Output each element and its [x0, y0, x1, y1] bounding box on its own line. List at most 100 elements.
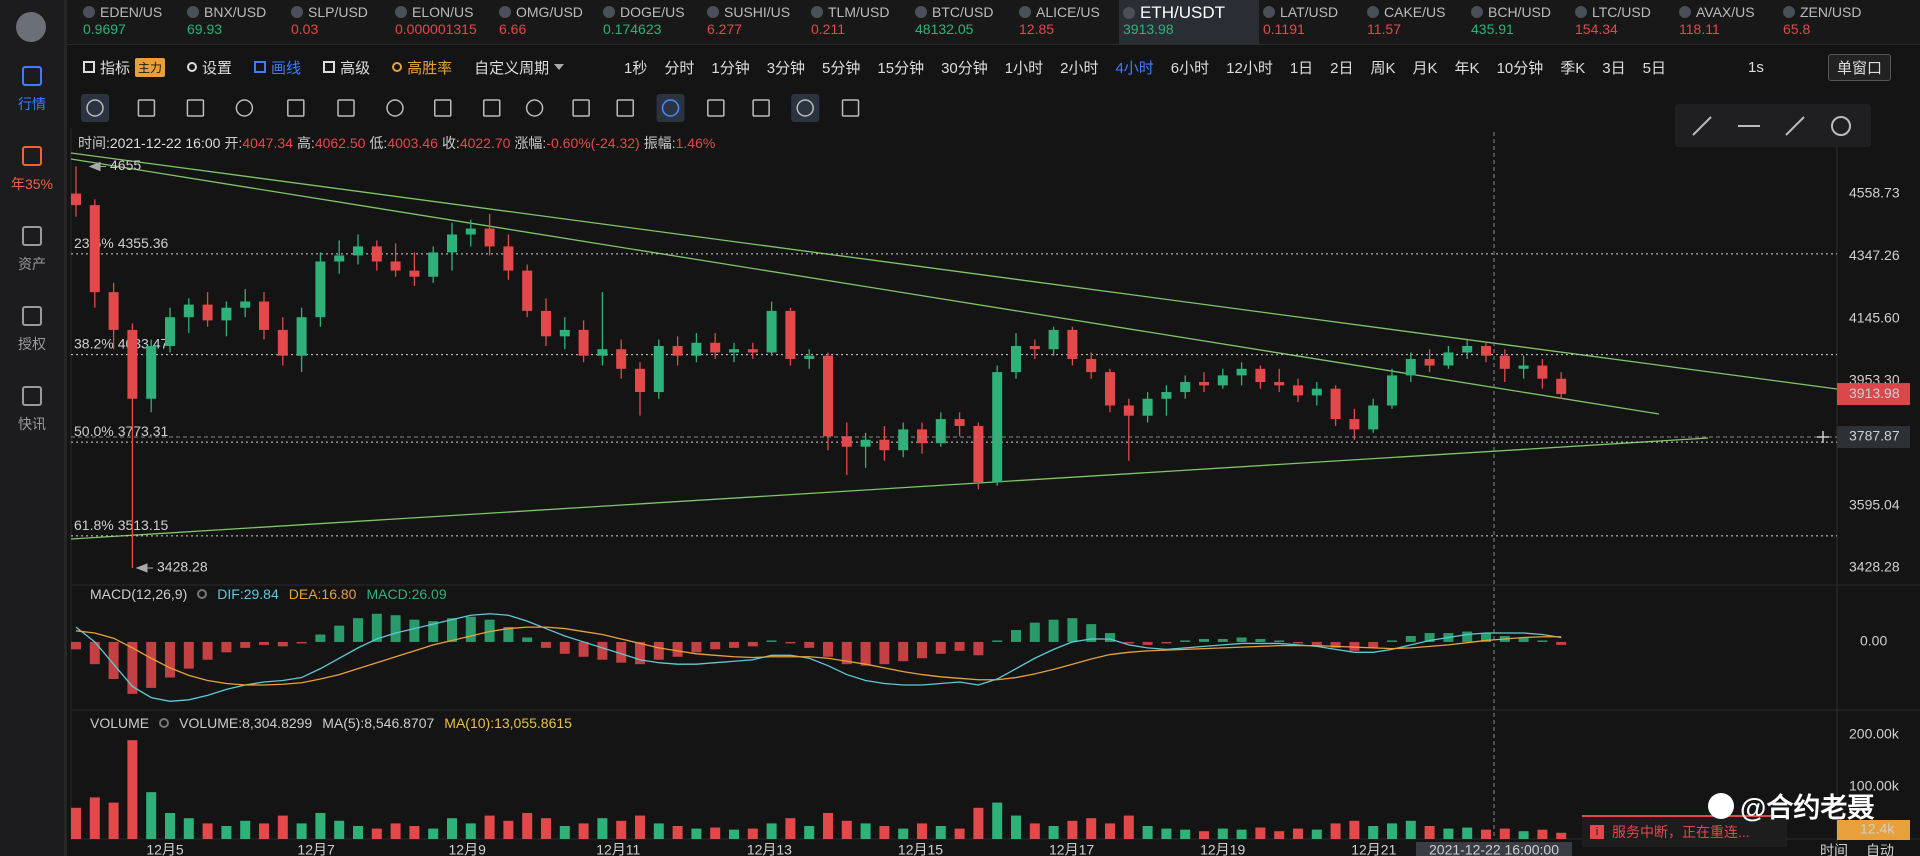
- tool-icon[interactable]: [287, 99, 305, 117]
- ticker-item[interactable]: ZEN/USD 65.8: [1779, 0, 1883, 44]
- period-btn[interactable]: 1分钟: [711, 59, 750, 77]
- period-btn[interactable]: 月K: [1412, 59, 1438, 77]
- logo: [16, 12, 46, 42]
- period-btn[interactable]: 12小时: [1226, 59, 1273, 77]
- period-btn[interactable]: 15分钟: [877, 59, 925, 77]
- tool-icon[interactable]: [386, 99, 404, 117]
- icon[interactable]: [159, 718, 170, 728]
- period-btn[interactable]: 3分钟: [766, 59, 806, 77]
- icon[interactable]: [197, 589, 208, 599]
- side-item[interactable]: 快讯: [0, 386, 64, 434]
- macd-title: MACD(12,26,9): [90, 586, 188, 602]
- tool-icon[interactable]: [525, 99, 544, 117]
- tool-icon[interactable]: [86, 99, 104, 117]
- side-item[interactable]: 资产: [0, 226, 64, 274]
- period-btn[interactable]: 4小时: [1115, 59, 1154, 77]
- custom-period-btn[interactable]: 自定义周期: [474, 57, 565, 78]
- ticker-name-row: AVAX/US: [1679, 4, 1779, 21]
- volume-bar: [71, 807, 81, 839]
- ticker-name: TLM/USD: [828, 4, 890, 20]
- period-btn[interactable]: 2小时: [1060, 59, 1099, 77]
- ticker-item[interactable]: AVAX/US 118.11: [1675, 0, 1779, 44]
- tool-icon[interactable]: [796, 99, 814, 117]
- candle-body: [823, 355, 833, 437]
- volume-label: VOLUME:8,304.8299: [179, 715, 313, 731]
- candle-body: [240, 301, 251, 308]
- ticker-item[interactable]: SLP/USD 0.03: [287, 0, 391, 44]
- period-btn[interactable]: 1小时: [1004, 59, 1044, 77]
- side-item[interactable]: 行情: [0, 66, 64, 114]
- period-btn[interactable]: 1日: [1289, 59, 1314, 77]
- side-item[interactable]: 授权: [0, 306, 64, 354]
- popup-icon[interactable]: [1831, 116, 1851, 136]
- tool-icon[interactable]: [841, 99, 860, 117]
- volume-bar: [503, 820, 514, 839]
- tool-icon[interactable]: [186, 99, 205, 117]
- volume-bar: [202, 823, 213, 839]
- tool-icon[interactable]: [337, 99, 355, 117]
- side-icon: [22, 306, 42, 326]
- tool-icon[interactable]: [482, 99, 501, 117]
- draw-btn[interactable]: 画线: [254, 57, 301, 78]
- label: 高级: [340, 59, 371, 77]
- ticker-item[interactable]: ETH/USDT 3913.98: [1119, 0, 1259, 44]
- ticker-item[interactable]: ALICE/US 12.85: [1015, 0, 1119, 44]
- side-item[interactable]: 年35%: [0, 146, 64, 194]
- candle-body: [1236, 368, 1247, 376]
- icon: [83, 61, 95, 73]
- period-btn[interactable]: 10分钟: [1496, 59, 1544, 77]
- tool-icon[interactable]: [434, 99, 452, 117]
- volume-bar: [221, 825, 232, 839]
- info-line: 时间:2021-12-22 16:00 开:4047.34 高:4062.50 低:4…: [74, 133, 715, 153]
- period-btn[interactable]: 30分钟: [941, 59, 988, 77]
- axis-footer[interactable]: 时间: [1820, 843, 1848, 856]
- ticker-item[interactable]: SUSHI/US 6.277: [703, 0, 807, 44]
- tool-icon[interactable]: [616, 99, 634, 117]
- ticker-item[interactable]: OMG/USD 6.66: [495, 0, 599, 44]
- ticker-item[interactable]: EDEN/US 0.9697: [79, 0, 183, 44]
- advanced-btn[interactable]: 高级: [323, 57, 370, 78]
- ticker-item[interactable]: BNX/USD 69.93: [183, 0, 287, 44]
- period-btn[interactable]: 5日: [1642, 59, 1666, 77]
- ticker-item[interactable]: LTC/USD 154.34: [1571, 0, 1675, 44]
- cursor-plus[interactable]: [1817, 431, 1829, 444]
- tool-icon[interactable]: [661, 99, 680, 117]
- tool-icon[interactable]: [752, 99, 770, 117]
- win-rate-btn[interactable]: 高胜率: [392, 57, 452, 78]
- tool-icon[interactable]: [572, 99, 590, 117]
- period-btn[interactable]: 5分钟: [822, 59, 861, 77]
- candle-body: [296, 317, 307, 356]
- tool-icon[interactable]: [707, 99, 725, 117]
- volume-bar: [766, 823, 777, 839]
- period-btn[interactable]: 3日: [1602, 59, 1626, 77]
- ticker-item[interactable]: LAT/USD 0.1191: [1259, 0, 1363, 44]
- ticker-price: 0.211: [811, 21, 845, 37]
- period-btn[interactable]: 周K: [1370, 59, 1396, 77]
- macd-label: MACD:26.09: [366, 586, 447, 602]
- ticker-item[interactable]: DOGE/US 0.174623: [599, 0, 703, 44]
- period-btn[interactable]: 年K: [1454, 59, 1480, 77]
- period-btn[interactable]: 季K: [1560, 59, 1586, 77]
- ticker-item[interactable]: BTC/USD 48132.05: [911, 0, 1015, 44]
- ticker-item[interactable]: ELON/US 0.000001315: [391, 0, 495, 44]
- ticker-item[interactable]: CAKE/US 11.57: [1363, 0, 1467, 44]
- period-btn[interactable]: 1秒: [624, 59, 648, 77]
- candle-body: [785, 310, 796, 359]
- indicator-btn[interactable]: 指标 主力: [83, 57, 166, 78]
- interval[interactable]: 1s: [1748, 58, 1764, 76]
- tool-icon[interactable]: [235, 99, 254, 117]
- ticker-item[interactable]: BCH/USD 435.91: [1467, 0, 1571, 44]
- ticker-item[interactable]: TLM/USD 0.211: [807, 0, 911, 44]
- macd-bar: [1424, 633, 1435, 642]
- period-btn[interactable]: 分时: [664, 59, 695, 77]
- tool-icon[interactable]: [137, 99, 156, 117]
- axis-footer[interactable]: 自动: [1866, 843, 1894, 856]
- popup-icon[interactable]: [1785, 116, 1805, 136]
- popup-icon[interactable]: [1692, 116, 1712, 136]
- window-btn[interactable]: 单窗口: [1828, 54, 1892, 81]
- period-btn[interactable]: 2日: [1330, 59, 1354, 77]
- watermark-icon: [1708, 792, 1734, 819]
- settings-btn[interactable]: 设置: [187, 57, 232, 78]
- period-btn[interactable]: 6小时: [1170, 59, 1210, 77]
- trend-line: [70, 152, 1838, 390]
